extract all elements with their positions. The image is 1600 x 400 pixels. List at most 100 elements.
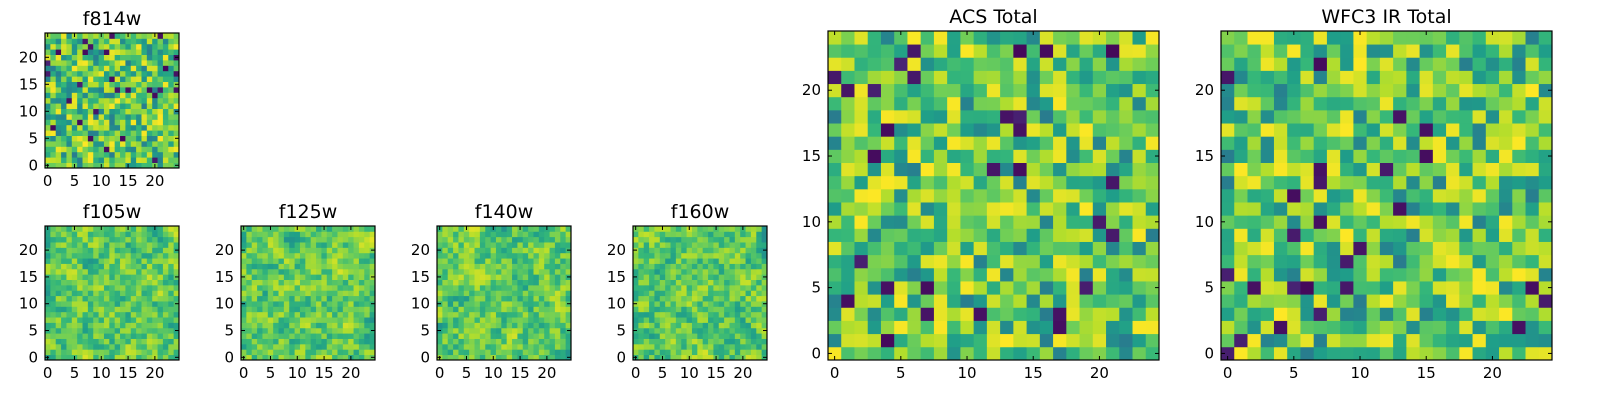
heatmap-cell [305,333,312,339]
heatmap-cell [103,311,110,318]
heatmap-cell [353,226,360,232]
heatmap-cell [98,38,105,45]
heatmap-cell [369,333,376,339]
heatmap-cell [310,290,317,297]
heatmap-cell [1221,175,1235,190]
heatmap-cell [1485,202,1500,216]
heatmap-cell [369,226,376,232]
heatmap-cell [1039,241,1054,256]
heatmap-cell [120,119,126,126]
heatmap-cell [474,354,481,361]
heatmap-cell [77,108,83,115]
heatmap-cell [1079,31,1094,45]
heatmap-cell [933,188,948,203]
heatmap-cell [512,263,518,270]
heatmap-cell [1432,109,1447,124]
heatmap-cell [745,311,752,318]
heatmap-cell [442,252,449,259]
heatmap-cell [469,226,475,232]
heatmap-cell [1106,202,1120,216]
heatmap-cell [729,247,736,254]
heatmap-cell [1145,346,1160,361]
heatmap-cell [458,263,465,270]
heatmap-cell [152,146,158,153]
heatmap-cell [1353,188,1368,203]
heatmap-cell [326,306,333,313]
heatmap-cell [82,354,89,361]
heatmap-cell [1066,215,1080,229]
heatmap-cell [691,274,698,280]
heatmap-cell [474,279,481,286]
heatmap-cell [463,349,470,356]
heatmap-cell [77,114,83,120]
heatmap-cell [125,242,132,248]
heatmap-cell [305,258,312,264]
heatmap-cell [130,49,137,55]
heatmap-cell [745,343,752,350]
heatmap-cell [734,333,741,339]
heatmap-cell [93,38,99,45]
heatmap-cell [146,38,153,45]
heatmap-cell [880,241,895,256]
heatmap-cell [947,70,961,85]
heatmap-cell [1026,320,1041,335]
heatmap-cell [278,290,285,297]
heatmap-cell [442,274,449,280]
heatmap-cell [828,188,842,203]
heatmap-cell [61,349,67,356]
heatmap-cell [933,175,948,190]
heatmap-cell [1287,70,1301,85]
heatmap-cell [960,333,975,348]
heatmap-cell [1406,149,1420,163]
heatmap-cell [162,114,169,120]
heatmap-cell [332,338,338,345]
heatmap-cell [55,157,62,163]
heatmap-cell [533,263,540,270]
heatmap-cell [114,33,121,39]
heatmap-cell [273,284,279,291]
heatmap-cell [479,338,486,345]
heatmap-cell [538,338,545,345]
heatmap-cell [1393,215,1407,229]
heatmap-cell [152,311,158,318]
heatmap-cell [1499,70,1513,85]
heatmap-cell [960,320,975,335]
heatmap-cell [146,343,153,350]
heatmap-cell [294,301,301,307]
heatmap-cell [828,44,842,58]
heatmap-cell [501,226,508,232]
heatmap-cell [533,258,540,264]
heatmap-cell [633,317,639,323]
heatmap-cell [1145,136,1160,150]
heatmap-cell [533,279,540,286]
heatmap-cell [71,322,78,329]
heatmap-cell [517,327,524,334]
heatmap-cell [342,263,349,270]
heatmap-cell [358,338,365,345]
heatmap-cell [125,124,132,131]
heatmap-cell [1353,70,1368,85]
heatmap-cell [50,81,57,88]
heatmap-cell [549,343,556,350]
heatmap-cell [686,322,693,329]
heatmap-cell [114,311,121,318]
heatmap-cell [697,226,704,232]
heatmap-cell [98,338,105,345]
heatmap-cell [87,70,94,77]
heatmap-cell [146,236,153,243]
heatmap-cell [506,252,513,259]
heatmap-cell [1106,215,1120,229]
heatmap-cell [643,274,650,280]
heatmap-cell [120,60,126,66]
heatmap-cell [168,124,175,131]
heatmap-cell [109,258,116,264]
heatmap-cell [262,290,269,297]
heatmap-cell [463,279,470,286]
heatmap-cell [305,317,312,323]
heatmap-cell [66,333,73,339]
heatmap-cell [1300,254,1315,269]
heatmap-cell [316,231,322,238]
heatmap-cell [512,343,518,350]
heatmap-cell [1119,149,1133,163]
heatmap-cell [1538,228,1553,242]
